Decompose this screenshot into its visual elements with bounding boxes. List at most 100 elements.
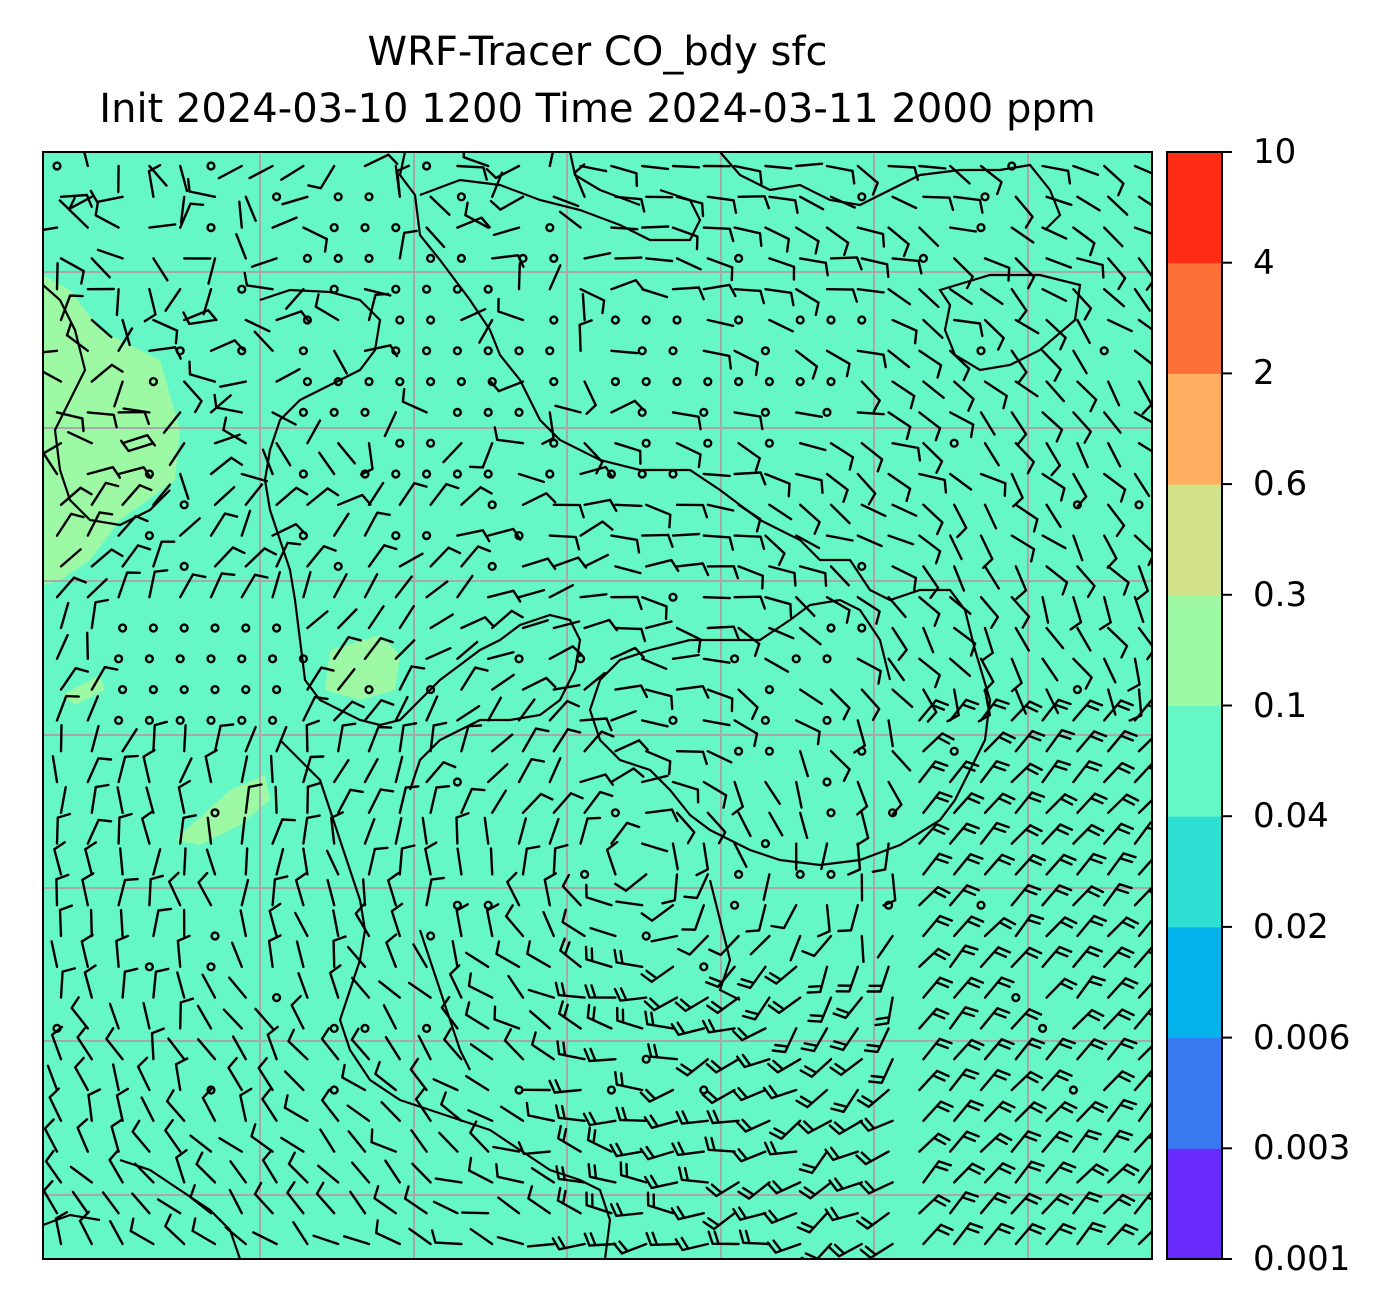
wind-barb bbox=[394, 639, 416, 660]
wind-barb bbox=[55, 633, 69, 660]
wind-barb bbox=[394, 575, 413, 599]
wind-barb bbox=[182, 311, 217, 326]
wind-barb bbox=[949, 1130, 980, 1153]
calm-wind-marker bbox=[641, 1054, 651, 1064]
wind-barb bbox=[346, 1104, 371, 1122]
calm-wind-marker bbox=[148, 623, 159, 633]
wind-barb bbox=[1107, 852, 1137, 876]
wind-barb bbox=[737, 1181, 771, 1200]
wind-barb bbox=[1045, 1037, 1076, 1061]
wind-barb bbox=[109, 1220, 124, 1246]
wind-barb bbox=[148, 569, 169, 599]
wind-barb bbox=[824, 1206, 859, 1222]
wind-barb bbox=[1014, 853, 1046, 876]
wind-barb bbox=[583, 380, 597, 415]
wind-barb bbox=[186, 177, 217, 198]
wind-barb bbox=[1107, 503, 1126, 538]
calm-wind-marker bbox=[733, 377, 744, 387]
calm-wind-marker bbox=[549, 253, 559, 264]
wind-barb bbox=[280, 164, 305, 181]
calm-wind-marker bbox=[452, 407, 463, 418]
wind-barb bbox=[795, 596, 816, 617]
wind-barb bbox=[979, 1192, 1011, 1215]
wind-barb bbox=[1014, 791, 1046, 814]
calm-wind-marker bbox=[606, 469, 617, 479]
wind-barb bbox=[302, 814, 321, 845]
calm-wind-marker bbox=[949, 746, 959, 756]
wind-barb bbox=[675, 562, 710, 577]
wind-barb bbox=[442, 442, 463, 464]
wind-barb bbox=[671, 226, 699, 251]
wind-barb bbox=[1045, 503, 1062, 528]
calm-wind-marker bbox=[360, 1023, 370, 1034]
wind-barb bbox=[670, 1205, 705, 1221]
wind-barb bbox=[456, 164, 488, 181]
calm-wind-marker bbox=[360, 407, 370, 418]
wind-barb bbox=[156, 1198, 182, 1215]
calm-wind-marker bbox=[1134, 500, 1144, 510]
colorbar-segment bbox=[1167, 705, 1222, 817]
wind-barb bbox=[891, 318, 918, 345]
calm-wind-marker bbox=[422, 1023, 432, 1034]
wind-barb bbox=[766, 1180, 802, 1195]
calm-wind-marker bbox=[206, 223, 216, 233]
wind-barb bbox=[90, 724, 100, 753]
wind-barb bbox=[953, 1222, 984, 1246]
wind-barb bbox=[641, 533, 674, 548]
wind-barb bbox=[1072, 226, 1096, 257]
wind-barb bbox=[610, 646, 645, 660]
calm-wind-marker bbox=[298, 654, 309, 664]
wind-barb bbox=[640, 965, 675, 983]
calm-wind-marker bbox=[302, 315, 313, 325]
calm-wind-marker bbox=[426, 438, 436, 448]
wind-barb bbox=[918, 226, 940, 247]
wind-barb bbox=[702, 780, 728, 809]
wind-barb bbox=[460, 308, 487, 322]
wind-barb bbox=[1041, 534, 1067, 550]
wind-barb bbox=[81, 872, 95, 907]
wind-barb bbox=[675, 195, 705, 218]
colorbar-tick-label: 0.001 bbox=[1253, 1239, 1351, 1279]
wind-barb bbox=[119, 847, 124, 876]
wind-barb bbox=[1137, 380, 1152, 415]
wind-barb bbox=[733, 471, 767, 486]
wind-barb bbox=[609, 1202, 644, 1217]
wind-barb bbox=[266, 1025, 279, 1061]
calm-wind-marker bbox=[422, 161, 432, 171]
wind-barb bbox=[799, 442, 827, 452]
wind-barb bbox=[548, 645, 584, 660]
wind-barb bbox=[43, 1118, 59, 1153]
calm-wind-marker bbox=[456, 377, 467, 387]
calm-wind-marker bbox=[329, 284, 339, 294]
wind-barb bbox=[705, 965, 736, 988]
wind-barb bbox=[367, 292, 390, 322]
wind-barb bbox=[306, 419, 322, 445]
wind-barb bbox=[1041, 759, 1072, 784]
wind-barb bbox=[496, 1236, 525, 1246]
calm-wind-marker bbox=[857, 192, 867, 202]
wind-barb bbox=[1045, 318, 1067, 351]
wind-barb bbox=[1010, 596, 1031, 629]
wind-barb bbox=[891, 503, 918, 517]
wind-barb bbox=[613, 987, 648, 1002]
calm-wind-marker bbox=[206, 654, 216, 664]
wind-barb bbox=[801, 934, 833, 958]
wind-barb bbox=[290, 995, 305, 1030]
wind-barb bbox=[764, 472, 791, 498]
calm-wind-marker bbox=[175, 346, 185, 356]
wind-barb bbox=[983, 257, 1011, 282]
wind-barb bbox=[749, 934, 771, 956]
wind-barb bbox=[229, 1160, 247, 1184]
wind-barb bbox=[275, 486, 309, 506]
calm-wind-marker bbox=[1037, 1023, 1048, 1034]
calm-wind-marker bbox=[268, 654, 278, 664]
wind-barb bbox=[297, 972, 309, 999]
wind-barb bbox=[1107, 977, 1139, 999]
colorbar-tick-label: 0.3 bbox=[1253, 574, 1308, 615]
calm-wind-marker bbox=[729, 900, 740, 910]
calm-wind-marker bbox=[144, 469, 155, 479]
wind-barb bbox=[521, 727, 550, 753]
wind-barb bbox=[285, 288, 305, 310]
wind-barb bbox=[1103, 288, 1126, 308]
calm-wind-marker bbox=[391, 469, 401, 479]
